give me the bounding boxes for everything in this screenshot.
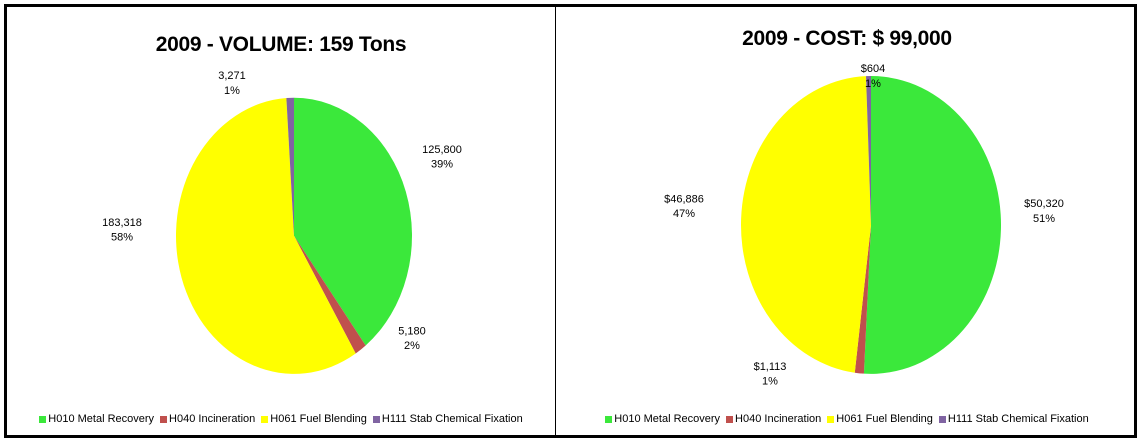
data-label-value: $604 bbox=[861, 63, 885, 75]
data-label-percent: 39% bbox=[431, 159, 453, 171]
pie-slice-h111-stab-chemical-fixation bbox=[286, 97, 294, 236]
data-label-value: $46,886 bbox=[664, 193, 704, 205]
pie-slice-h010-metal-recovery bbox=[863, 76, 1002, 374]
data-label-percent: 2% bbox=[404, 340, 420, 352]
legend-item-metal-recovery: H010 Metal Recovery bbox=[39, 413, 154, 425]
cost-legend: H010 Metal Recovery H040 Incineration H0… bbox=[556, 413, 1138, 425]
legend-label: H111 Stab Chemical Fixation bbox=[947, 413, 1089, 425]
legend-swatch bbox=[39, 415, 47, 423]
data-label-value: $1,113 bbox=[754, 361, 787, 373]
data-label-value: $50,320 bbox=[1024, 198, 1064, 210]
pie-slice-h061-fuel-blending bbox=[741, 76, 871, 373]
data-label-percent: 58% bbox=[111, 232, 133, 244]
legend-label: H061 Fuel Blending bbox=[836, 413, 933, 425]
cost-chart-title: 2009 - COST: $ 99,000 bbox=[742, 27, 952, 50]
volume-legend: H010 Metal Recovery H040 Incineration H0… bbox=[7, 413, 555, 425]
data-label-percent: 51% bbox=[1033, 213, 1055, 225]
legend-swatch bbox=[372, 415, 380, 423]
cost-pie-chart: $50,320 51% $1,113 1% $46,886 47% $604 1% bbox=[664, 63, 1064, 388]
legend-item-incineration: H040 Incineration bbox=[160, 413, 255, 425]
legend-swatch bbox=[827, 415, 835, 423]
pie-slice-h040-incineration bbox=[294, 235, 366, 354]
pie-slice-h010-metal-recovery bbox=[294, 97, 412, 346]
legend-item-stab-chemical-fixation: H111 Stab Chemical Fixation bbox=[938, 413, 1089, 425]
legend-swatch bbox=[261, 415, 269, 423]
volume-chart-panel: 2009 - VOLUME: 159 Tons 125,800 39% 5,180 2… bbox=[7, 7, 555, 435]
legend-item-incineration: H040 Incineration bbox=[726, 413, 821, 425]
data-label-percent: 1% bbox=[224, 85, 240, 97]
data-label-percent: 1% bbox=[865, 78, 881, 90]
data-label-value: 5,180 bbox=[398, 325, 425, 337]
legend-item-stab-chemical-fixation: H111 Stab Chemical Fixation bbox=[372, 413, 523, 425]
legend-swatch bbox=[160, 415, 168, 423]
legend-swatch bbox=[938, 415, 946, 423]
data-label-percent: 1% bbox=[762, 376, 778, 388]
chart-frame: 2009 - VOLUME: 159 Tons 125,800 39% 5,180 2… bbox=[4, 4, 1137, 438]
legend-label: H010 Metal Recovery bbox=[48, 413, 155, 425]
volume-pie-chart: 125,800 39% 5,180 2% 183,318 58% 3,271 1% bbox=[102, 70, 462, 374]
legend-item-metal-recovery: H010 Metal Recovery bbox=[605, 413, 720, 425]
volume-chart-title: 2009 - VOLUME: 159 Tons bbox=[155, 33, 407, 56]
pie-slice-h040-incineration bbox=[854, 224, 871, 374]
data-label-value: 183,318 bbox=[102, 217, 142, 229]
legend-swatch bbox=[726, 415, 734, 423]
legend-swatch bbox=[605, 415, 613, 423]
data-label-value: 3,271 bbox=[218, 70, 245, 82]
legend-label: H111 Stab Chemical Fixation bbox=[381, 413, 523, 425]
legend-label: H040 Incineration bbox=[169, 413, 256, 425]
data-label-percent: 47% bbox=[673, 208, 695, 220]
data-label-value: 125,800 bbox=[422, 144, 462, 156]
legend-label: H040 Incineration bbox=[735, 413, 822, 425]
pie-slice-h111-stab-chemical-fixation bbox=[866, 76, 871, 225]
legend-label: H010 Metal Recovery bbox=[614, 413, 721, 425]
legend-item-fuel-blending: H061 Fuel Blending bbox=[827, 413, 933, 425]
cost-chart-panel: 2009 - COST: $ 99,000 $50,320 51% $1,113 1%… bbox=[555, 7, 1138, 435]
pie-slice-h061-fuel-blending bbox=[175, 98, 356, 374]
legend-item-fuel-blending: H061 Fuel Blending bbox=[261, 413, 367, 425]
legend-label: H061 Fuel Blending bbox=[270, 413, 367, 425]
